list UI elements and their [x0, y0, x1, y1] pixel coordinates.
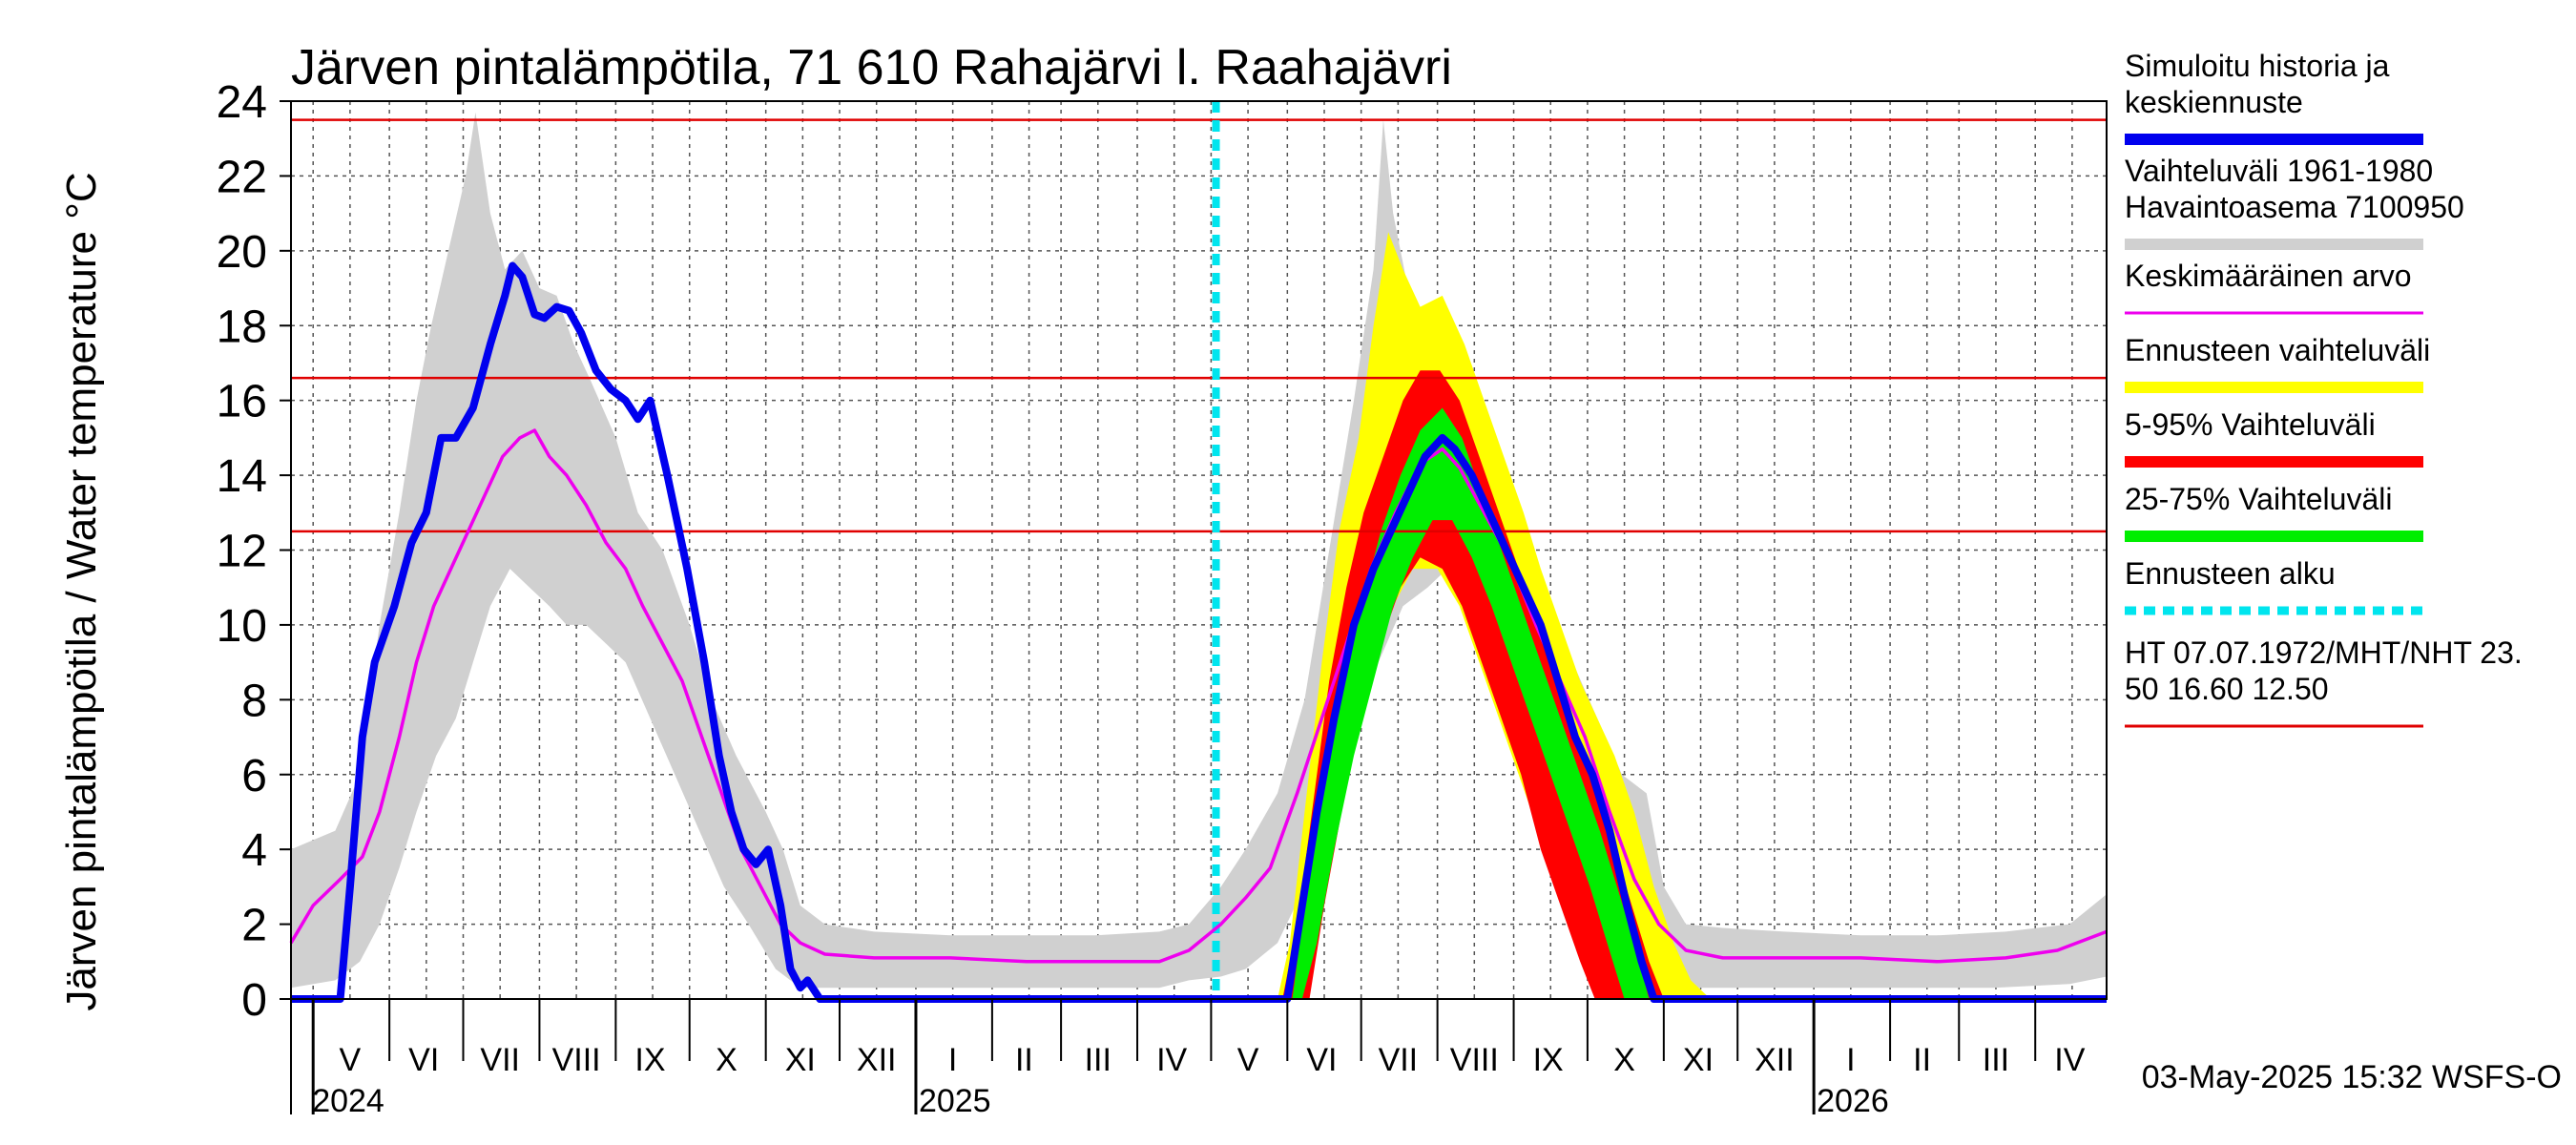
x-month-label: VI: [408, 1042, 439, 1078]
y-tick-label: 4: [241, 825, 267, 876]
x-month-label: VI: [1306, 1042, 1337, 1078]
y-tick-label: 0: [241, 975, 267, 1026]
x-month-label: X: [1613, 1042, 1635, 1078]
x-month-label: XII: [857, 1042, 897, 1078]
x-month-label: I: [1846, 1042, 1855, 1078]
legend-label: 50 16.60 12.50: [2125, 672, 2329, 706]
x-month-label: IV: [1156, 1042, 1187, 1078]
y-tick-label: 16: [217, 377, 267, 427]
band-5-95-vaihteluv-li: [1282, 370, 1664, 999]
series-line-simulated: [291, 261, 2107, 1003]
legend-label: HT 07.07.1972/MHT/NHT 23.: [2125, 635, 2523, 670]
y-tick-label: 12: [217, 527, 267, 577]
band-vaihteluv-li-1961-1980-havaintoasema-7100950: [291, 112, 2107, 989]
plot-frame: [290, 100, 2108, 1000]
legend-label: 25-75% Vaihteluväli: [2125, 482, 2392, 516]
legend-label: 5-95% Vaihteluväli: [2125, 407, 2376, 442]
x-month-label: VIII: [552, 1042, 601, 1078]
legend-label: Keskimääräinen arvo: [2125, 259, 2412, 293]
x-year-label: 2024: [312, 1083, 384, 1119]
y-tick-label: 18: [217, 302, 267, 352]
x-month-label: XI: [785, 1042, 816, 1078]
x-month-label: XII: [1755, 1042, 1795, 1078]
legend-label: Ennusteen vaihteluväli: [2125, 333, 2430, 367]
y-tick-label: 6: [241, 751, 267, 802]
x-month-label: VII: [480, 1042, 520, 1078]
y-tick-label: 14: [217, 451, 267, 502]
y-tick-label: 8: [241, 676, 267, 726]
x-month-label: X: [716, 1042, 737, 1078]
y-tick-label: 22: [217, 152, 267, 202]
y-tick-label: 2: [241, 901, 267, 951]
x-month-label: IX: [1533, 1042, 1564, 1078]
x-year-label: 2025: [919, 1083, 991, 1119]
legend-label: Simuloitu historia ja: [2125, 49, 2390, 83]
x-month-label: II: [1015, 1042, 1033, 1078]
x-year-label: 2026: [1817, 1083, 1889, 1119]
x-month-label: III: [1983, 1042, 2009, 1078]
x-month-label: IX: [634, 1042, 665, 1078]
x-month-label: V: [1237, 1042, 1259, 1078]
y-tick-label: 24: [217, 77, 267, 128]
chart-title: Järven pintalämpötila, 71 610 Rahajärvi …: [291, 40, 1452, 95]
x-month-label: VIII: [1450, 1042, 1499, 1078]
legend-label: Ennusteen alku: [2125, 556, 2336, 591]
x-month-label: IV: [2054, 1042, 2085, 1078]
x-month-label: III: [1085, 1042, 1111, 1078]
footer-timestamp: 03-May-2025 15:32 WSFS-O: [2142, 1059, 2562, 1095]
x-month-label: V: [340, 1042, 362, 1078]
y-tick-label: 20: [217, 227, 267, 278]
y-tick-label: 10: [217, 601, 267, 652]
x-month-label: VII: [1379, 1042, 1419, 1078]
y-axis-label: Järven pintalämpötila / Water temperatur…: [58, 172, 105, 1010]
legend-label: keskiennuste: [2125, 85, 2303, 119]
x-month-label: I: [948, 1042, 957, 1078]
series-line-mean: [289, 428, 2108, 964]
x-month-label: XI: [1683, 1042, 1714, 1078]
legend-label: Vaihteluväli 1961-1980: [2125, 154, 2433, 188]
legend-label: Havaintoasema 7100950: [2125, 190, 2464, 224]
x-month-label: II: [1913, 1042, 1931, 1078]
